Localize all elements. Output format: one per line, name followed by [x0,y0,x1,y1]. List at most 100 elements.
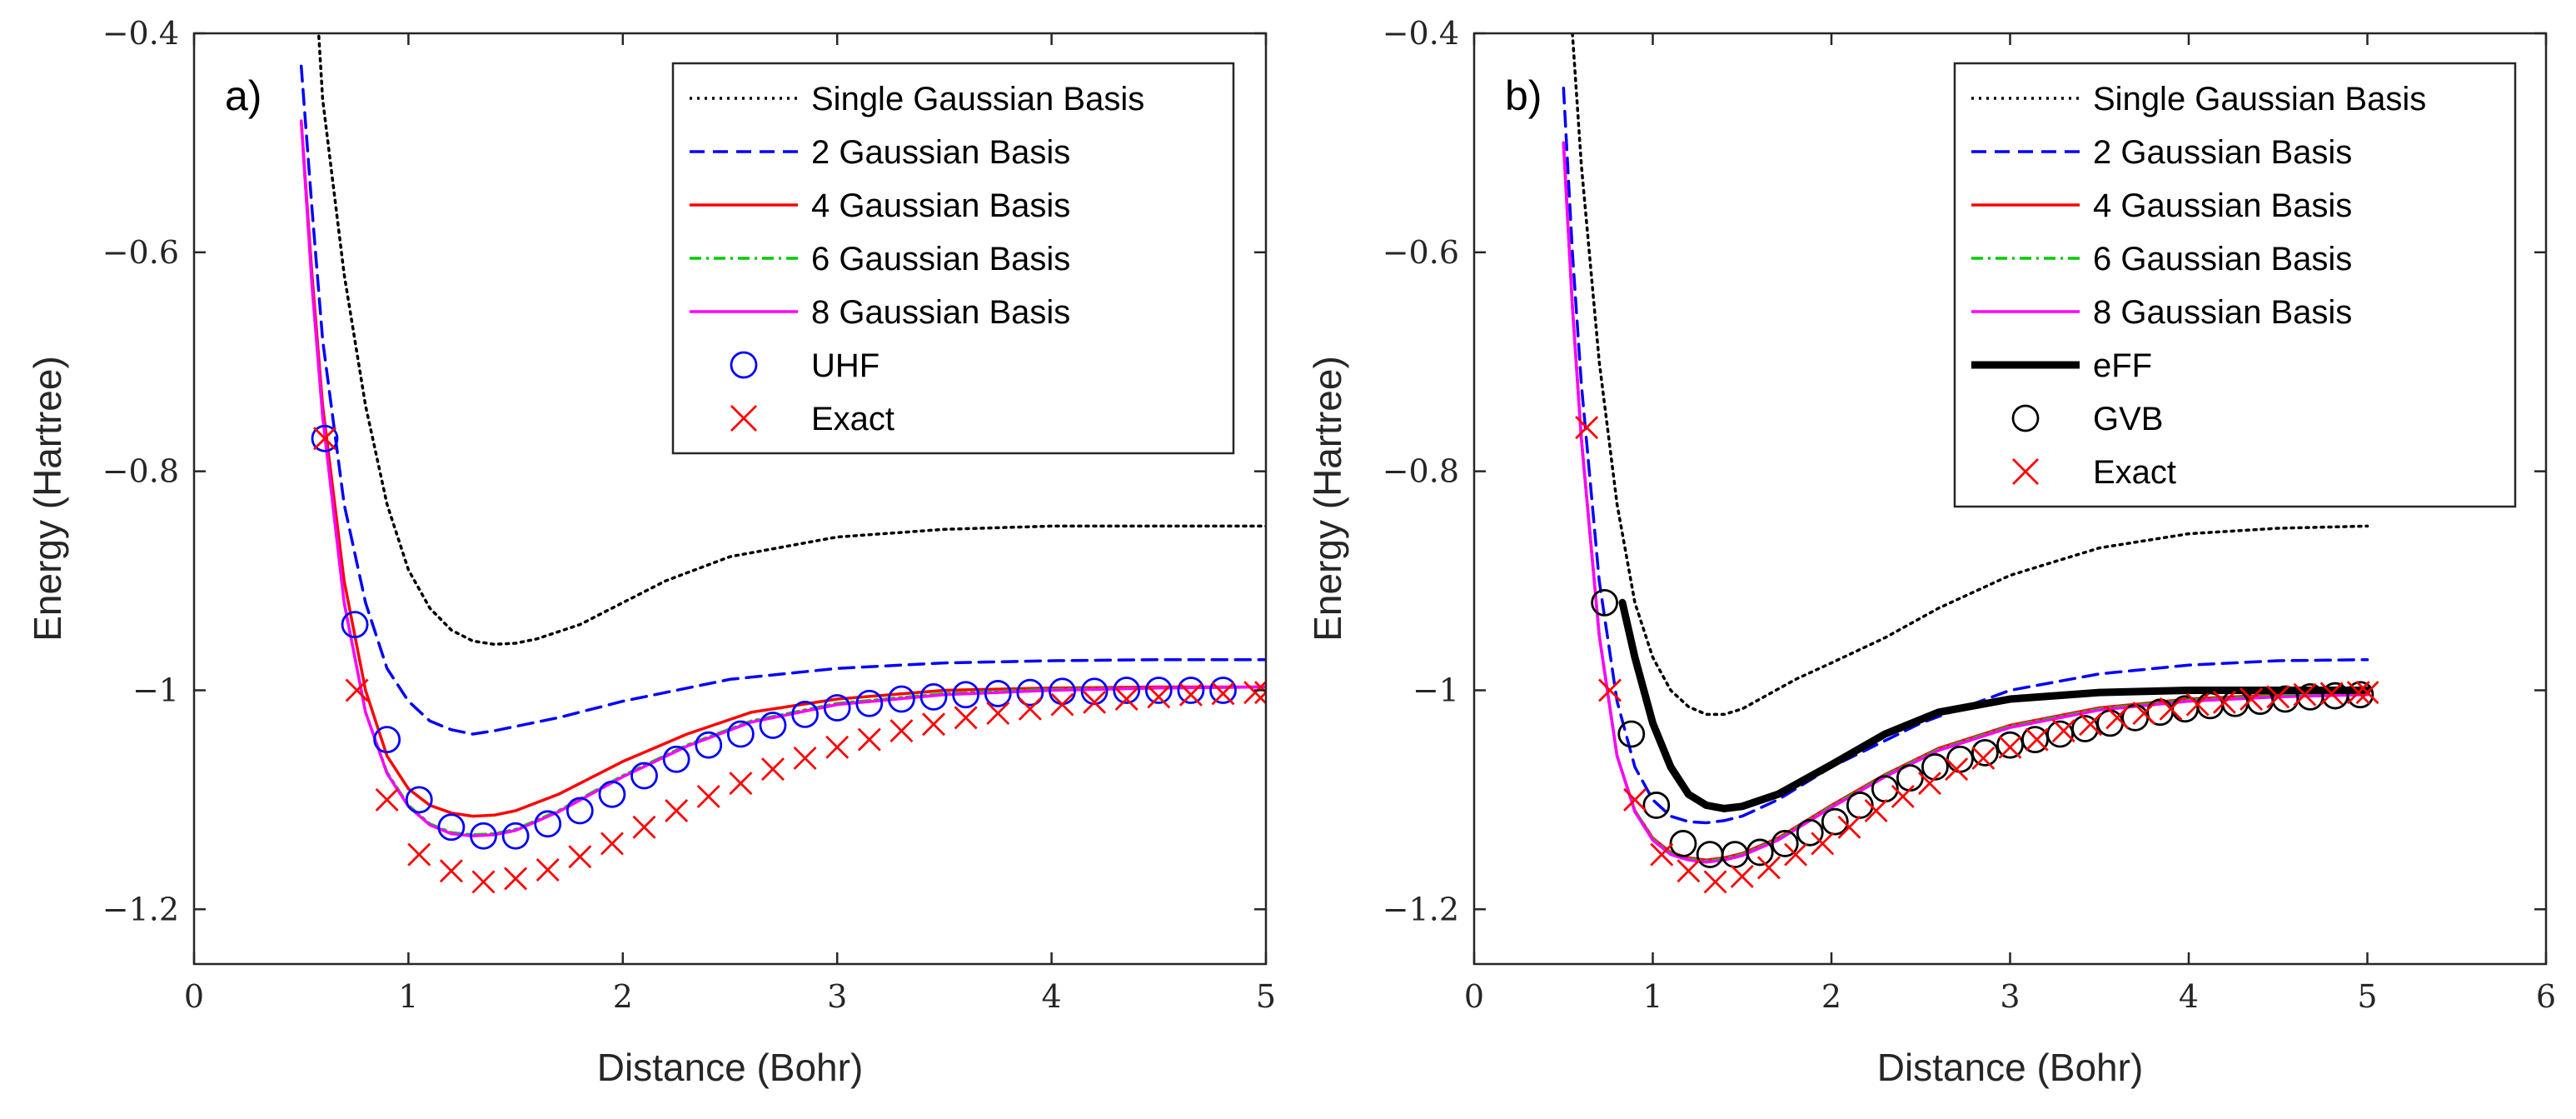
data-point [1971,746,1996,770]
data-point [2212,690,2236,714]
data-point [2021,726,2049,754]
data-point [1177,677,1205,704]
x-tick-label: 2 [613,978,633,1015]
data-point [793,746,817,770]
data-point [823,694,851,722]
data-point [759,712,787,739]
data-point [405,786,433,814]
y-tick-label: −0.6 [102,234,179,271]
series-group [299,33,1266,894]
legend-entry-label: Single Gaussian Basis [2093,81,2426,117]
x-tick-label: 0 [1464,978,1484,1015]
data-point [2319,682,2344,706]
legend-entry-label: 4 Gaussian Basis [2093,187,2352,224]
series-4-gaussian-basis-line [299,119,1266,818]
data-point [341,611,369,639]
data-point [1971,738,1999,767]
y-tick-label: −0.8 [102,453,179,490]
data-point [1617,720,1646,748]
data-point [1945,757,1969,782]
data-point [1113,677,1141,704]
legend-box [1953,62,2517,508]
data-point [791,700,819,728]
data-point [1083,690,1107,714]
data-point [600,832,624,856]
data-point [1209,677,1237,704]
data-point [1946,745,1974,773]
series-2-gaussian-basis-line [1562,86,2369,825]
data-point [919,682,948,711]
series-uhf-markers [311,424,1237,850]
data-point [1114,687,1139,711]
data-point [954,706,978,730]
chart-panel-1: 0 1 2 3 4 5 −1.2 −1 −0.8 −0.6 −0.4 Distance (Bohr) E… [26,15,1276,1089]
data-point [1147,685,1171,709]
data-point [1837,815,1861,839]
data-point [1996,731,2024,759]
data-point [1771,830,1799,857]
data-point [1746,838,1774,867]
data-point [373,726,401,754]
data-point [2185,692,2210,717]
data-point [760,757,785,782]
series-gvb-markers [1591,588,2374,868]
legend-entry-label: 4 Gaussian Basis [811,187,1070,224]
x-axis-label: Distance (Bohr) [597,1046,864,1089]
data-point [1080,677,1109,706]
series-exact-markers [313,427,1266,894]
data-point [1864,799,1888,823]
data-point [1796,818,1824,847]
data-point [1591,588,1618,617]
data-point [665,799,689,823]
data-point [1730,864,1754,888]
data-point [1669,830,1697,857]
data-point [1784,842,1808,867]
data-point [1756,856,1781,880]
data-point [566,797,594,825]
data-point [1642,792,1671,819]
data-point [1998,735,2022,759]
x-tick-label: 3 [827,978,847,1015]
data-point [1921,753,1949,781]
data-point [568,845,592,869]
legend-entry-label: Exact [2093,454,2176,491]
data-point [984,680,1012,707]
data-point [1144,677,1173,704]
data-point [1016,678,1044,707]
data-point [534,810,562,838]
data-point [2293,682,2317,707]
legend-entry-label: Single Gaussian Basis [811,81,1144,117]
data-point [501,822,530,850]
legend: Single Gaussian Basis 2 Gaussian Basis 4 G… [671,62,1235,455]
panel-label: a) [225,72,262,119]
y-tick-label: −0.6 [1383,234,1459,271]
y-tick-label: −0.4 [102,15,179,52]
data-point [1917,772,1941,796]
data-point [1623,787,1647,812]
y-tick-label: −1.2 [102,891,179,927]
data-point [1891,784,1915,808]
data-point [504,867,528,891]
series-single-gaussian-basis-line [1571,33,2369,717]
data-point [662,745,690,773]
x-tick-label: 0 [184,978,204,1015]
data-point [922,712,946,737]
chart-panel-2: 0 1 2 3 4 5 6 −1.2 −1 −0.8 −0.6 −0.4 Distance (Bohr)… [1306,15,2556,1089]
x-tick-label: 5 [2357,978,2377,1015]
y-tick-label: −0.8 [1383,453,1459,490]
data-point [695,731,723,759]
data-point [888,685,915,713]
data-point [726,720,755,748]
legend-marker [2011,404,2040,432]
data-point [952,681,980,709]
y-tick-label: −1.2 [1383,891,1459,927]
data-point [1650,842,1674,867]
x-tick-label: 1 [398,978,418,1015]
legend-entry-label: 8 Gaussian Basis [811,294,1070,331]
data-point [2051,719,2075,743]
data-point [855,689,884,717]
legend-entry-label: 8 Gaussian Basis [2093,294,2352,331]
y-tick-label: −0.4 [1383,15,1459,52]
data-point [825,735,850,759]
